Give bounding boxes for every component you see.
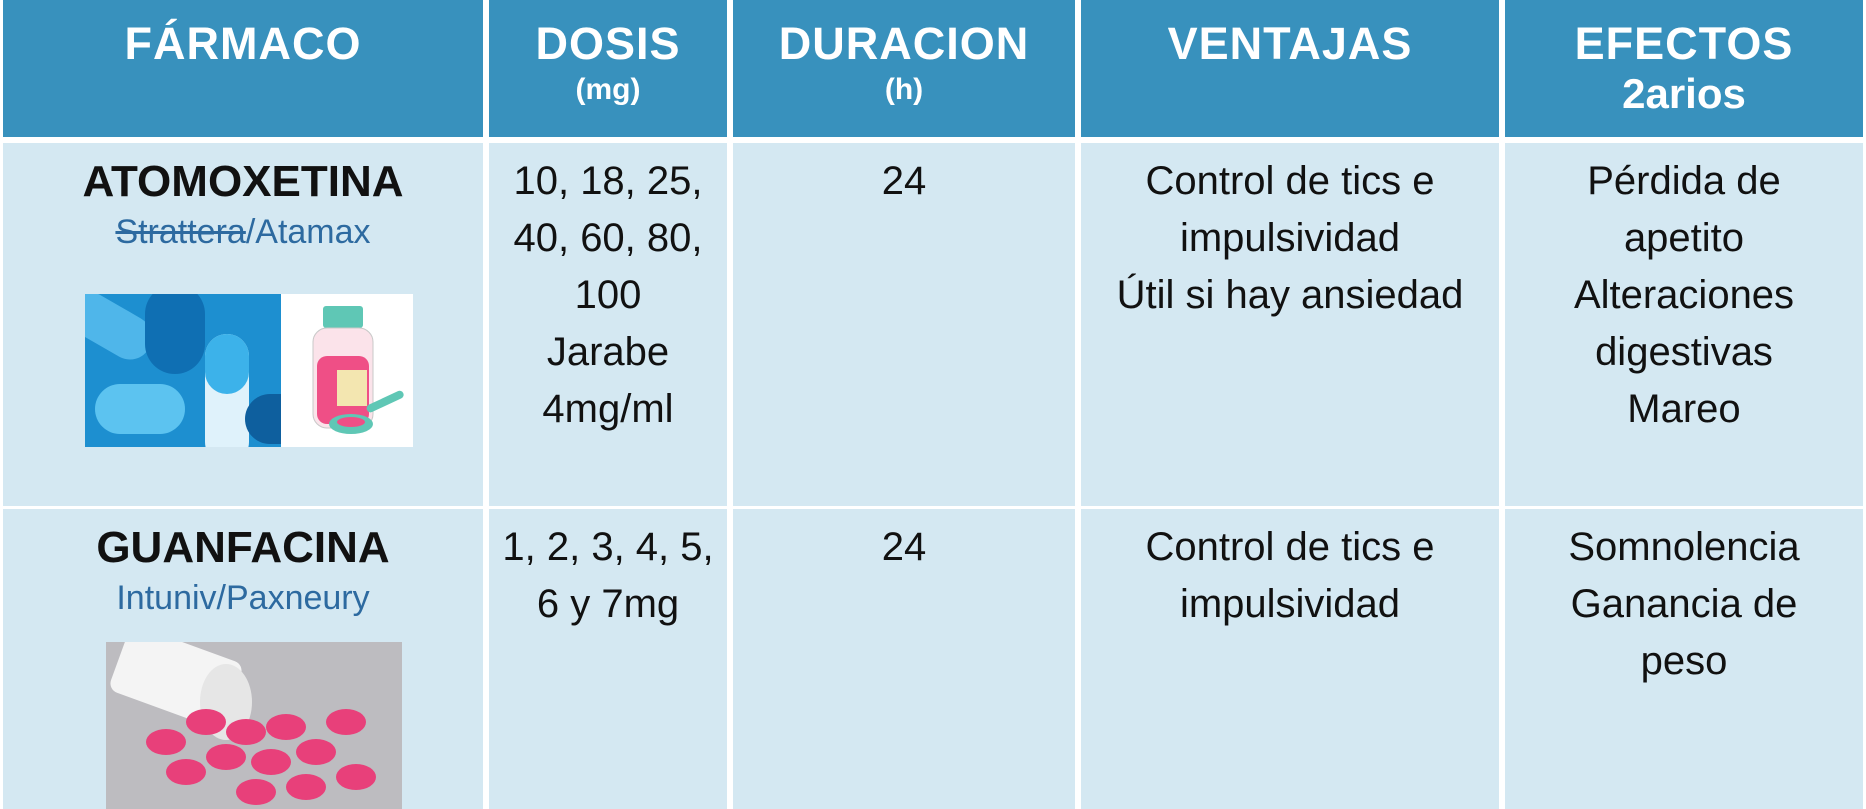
dose-line: 10, 18, 25,	[513, 159, 703, 203]
duration-value: 24	[881, 525, 927, 569]
effects-line: Alteraciones	[1573, 273, 1795, 317]
header-title: EFECTOS	[1574, 18, 1794, 69]
header-cell: EFECTOS 2arios	[1505, 0, 1863, 137]
effects-line: Somnolencia	[1568, 525, 1800, 569]
dose-line: 4mg/ml	[542, 387, 674, 431]
header-title: FÁRMACO	[124, 18, 362, 69]
brand-names: Strattera/Atamax	[3, 210, 483, 254]
withdrawn-brand: Strattera	[115, 213, 246, 251]
drug-name: GUANFACINA	[96, 523, 390, 572]
dose-line: 100	[574, 273, 642, 317]
header-cell: DURACION (h)	[733, 0, 1075, 137]
header-cell: FÁRMACO	[3, 0, 483, 137]
header-title: DOSIS	[535, 18, 681, 69]
header-cell: DOSIS (mg)	[489, 0, 727, 137]
dose-cell: 10, 18, 25, 40, 60, 80, 100 Jarabe 4mg/ml	[489, 143, 727, 506]
advantages-line: Útil si hay ansiedad	[1116, 273, 1464, 317]
duration-cell: 24	[733, 509, 1075, 809]
duration-value: 24	[881, 159, 927, 203]
dose-cell: 1, 2, 3, 4, 5, 6 y 7mg	[489, 509, 727, 809]
effects-line: Ganancia de	[1570, 582, 1798, 626]
syrup-image	[281, 294, 413, 447]
header-title: VENTAJAS	[1167, 18, 1413, 69]
brand: Intuniv/Paxneury	[116, 579, 370, 617]
header-subtitle: 2arios	[1622, 70, 1746, 117]
dose-line: Jarabe	[546, 330, 670, 374]
advantages-line: impulsividad	[1179, 216, 1401, 260]
brand-names: Intuniv/Paxneury	[3, 576, 483, 620]
effects-line: Mareo	[1627, 387, 1741, 431]
effects-cell: Pérdida de apetito Alteraciones digestivas M…	[1505, 143, 1863, 506]
effects-cell: Somnolencia Ganancia de peso	[1505, 509, 1863, 809]
dose-line: 1, 2, 3, 4, 5,	[502, 525, 714, 569]
advantages-line: Control de tics e	[1145, 159, 1435, 203]
header-subtitle: (mg)	[575, 73, 641, 106]
brand: /Atamax	[245, 213, 371, 251]
dose-line: 6 y 7mg	[536, 582, 680, 626]
duration-cell: 24	[733, 143, 1075, 506]
pills-image	[106, 642, 402, 809]
dose-line: 40, 60, 80,	[513, 216, 703, 260]
advantages-cell: Control de tics e impulsividad	[1081, 509, 1499, 809]
effects-line: apetito	[1623, 216, 1745, 260]
effects-line: peso	[1640, 639, 1728, 683]
header-cell: VENTAJAS	[1081, 0, 1499, 137]
advantages-line: Control de tics e	[1145, 525, 1435, 569]
effects-line: digestivas	[1595, 330, 1773, 374]
drug-name: ATOMOXETINA	[82, 157, 404, 206]
header-title: DURACION	[778, 18, 1030, 69]
header-subtitle: (h)	[884, 73, 924, 106]
advantages-cell: Control de tics e impulsividad Útil si hay…	[1081, 143, 1499, 506]
effects-line: Pérdida de	[1587, 159, 1781, 203]
capsules-image	[85, 294, 281, 447]
advantages-line: impulsividad	[1179, 582, 1401, 626]
